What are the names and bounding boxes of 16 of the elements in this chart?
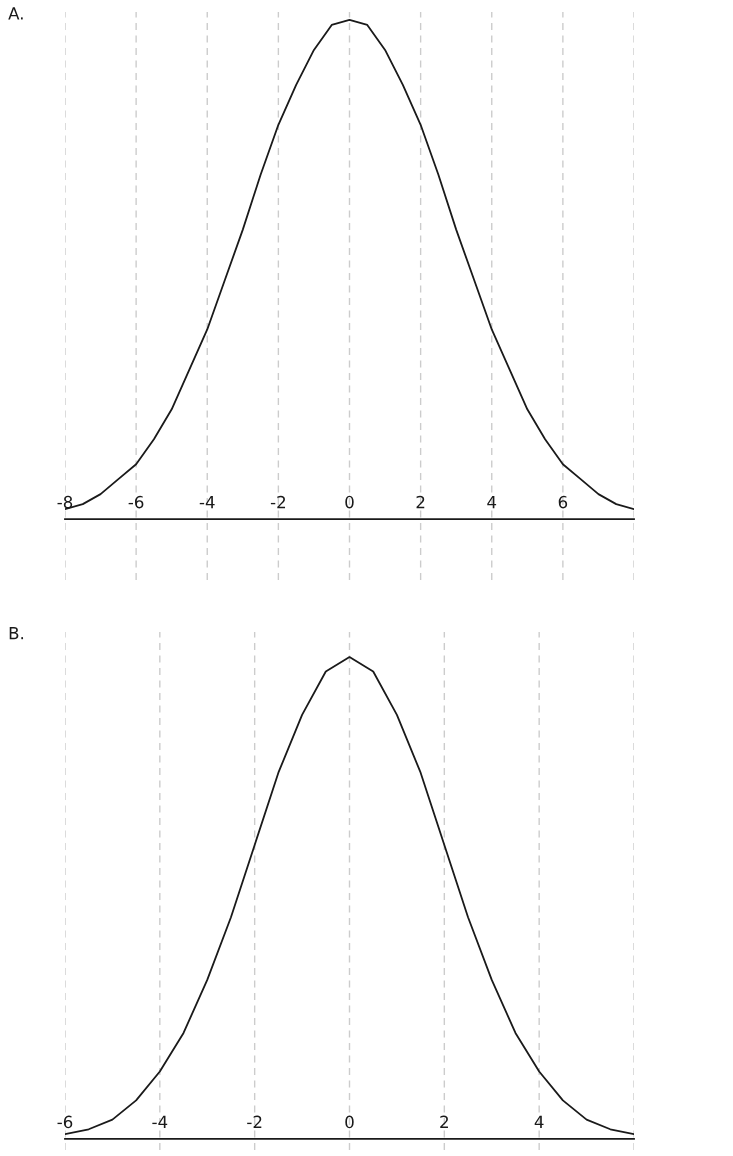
x-tick-label: -2: [247, 1115, 262, 1128]
x-tick-label: 0: [345, 1115, 354, 1129]
x-tick-label: 2: [416, 495, 425, 509]
x-tick-label: -8: [57, 495, 73, 509]
x-tick-label: 0: [345, 495, 354, 509]
chart-title: A.: [8, 7, 23, 20]
x-tick-label: -6: [128, 495, 144, 509]
x-tick-label: 4: [534, 1115, 544, 1128]
x-tick-label: 2: [440, 1115, 448, 1128]
x-tick-label: -4: [152, 1115, 168, 1128]
x-tick-label: -4: [199, 496, 215, 509]
x-tick-label: 6: [558, 495, 568, 509]
chart-title: B.: [9, 627, 24, 640]
x-tick-label: 4: [487, 496, 497, 509]
x-tick-label: -2: [270, 495, 286, 509]
x-tick-label: -6: [57, 1115, 73, 1129]
